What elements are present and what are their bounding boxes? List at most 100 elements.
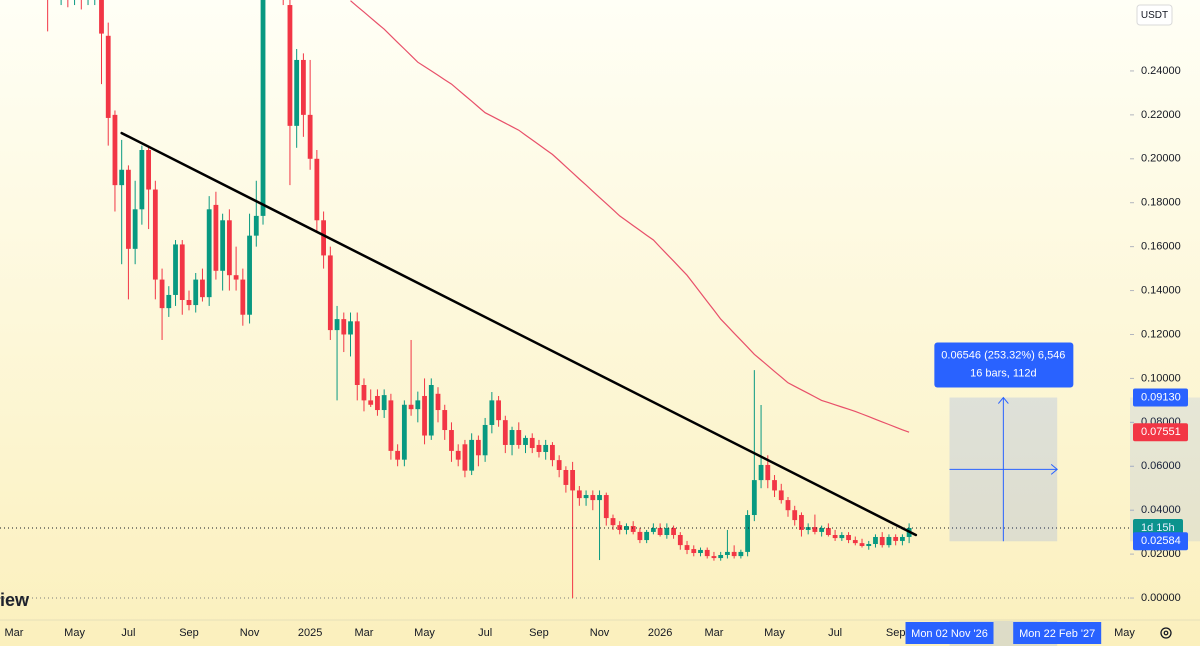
candle-body (307, 114, 313, 159)
y-tick-label: 0.12000 (1141, 328, 1181, 340)
x-tick-label: Sep (529, 627, 549, 639)
candle-body (630, 526, 636, 532)
candle-body (617, 525, 623, 530)
time-label-box (1013, 622, 1102, 644)
candle-body (206, 209, 212, 298)
y-tick-label: 0.04000 (1141, 504, 1181, 516)
y-tick-label: 0.06000 (1141, 460, 1181, 472)
candle-body (415, 400, 421, 410)
x-tick-label: Nov (240, 627, 260, 639)
candle-body (294, 59, 300, 126)
gear-outer (1160, 627, 1172, 639)
candle-body (112, 114, 118, 186)
y-tick-label: 0.22000 (1141, 109, 1181, 121)
candle-body (381, 395, 387, 411)
candle-body (664, 527, 670, 536)
time-label-box (905, 622, 994, 644)
plot-area: 0.06546 (253.32%) 6,546 16 bars, 112d (0, 0, 1130, 599)
candle-body (422, 395, 427, 436)
x-tick-label: Nov (590, 627, 610, 639)
candle-body (327, 255, 333, 331)
candle-body (900, 536, 905, 541)
candle-body (846, 535, 851, 541)
candle-body (711, 556, 717, 559)
candle-body (341, 319, 347, 335)
candle-body (536, 444, 542, 452)
candle-body (805, 527, 811, 530)
gear-inner (1163, 630, 1169, 636)
measure-tooltip (934, 342, 1074, 388)
candle-body (462, 444, 468, 471)
candle-body (698, 549, 703, 554)
candle-body (684, 545, 690, 550)
x-tick-label: May (414, 627, 435, 639)
candle-body (455, 450, 461, 460)
candle-body (893, 536, 899, 541)
candle-body (650, 527, 656, 532)
y-tick-label: 0.02000 (1141, 548, 1181, 560)
moving-average (350, 0, 910, 433)
candle-body (354, 321, 360, 386)
candle-body (765, 464, 771, 481)
price-range-highlight (1130, 397, 1200, 542)
x-tick-label: Jul (828, 627, 842, 639)
candle-body (516, 430, 522, 445)
candle-body (691, 549, 697, 554)
candle-body (603, 495, 609, 519)
candle-body (314, 158, 320, 221)
y-tick-label: 0.16000 (1141, 241, 1181, 253)
candle-body (99, 0, 104, 34)
candle-body (590, 495, 596, 501)
candle-body (368, 400, 374, 405)
candle-body (173, 244, 178, 295)
trendline (120, 131, 918, 537)
x-tick-label: Sep (179, 627, 199, 639)
price-label-box (1133, 388, 1188, 407)
candle-body (226, 220, 232, 276)
candle-body (731, 551, 737, 557)
candle-body (751, 480, 757, 516)
candle-body (825, 527, 831, 536)
candle-body (738, 551, 744, 557)
candle-body (408, 404, 414, 410)
candle-body (475, 439, 481, 456)
candle-body (442, 410, 448, 431)
y-tick-label: 0.24000 (1141, 65, 1181, 77)
candle-body (193, 279, 199, 306)
candle-body (677, 535, 683, 546)
candle-body (859, 543, 865, 546)
watermark: view (0, 590, 30, 610)
currency-box[interactable] (1136, 4, 1173, 26)
candle-body (671, 527, 676, 536)
candle-body (745, 515, 751, 552)
axes: 0.000000.020000.040000.060000.080000.100… (5, 65, 1200, 646)
settings-icon[interactable] (1160, 627, 1172, 639)
candle-body (873, 536, 878, 545)
candle-body (179, 244, 185, 301)
candle-body (220, 220, 226, 271)
candle-body (301, 59, 306, 115)
time-label: Mon 22 Feb '27 (1019, 628, 1095, 640)
price-label: 0.09130 (1141, 391, 1181, 403)
countdown: 1d 15h (1141, 522, 1175, 534)
candle-body (287, 5, 293, 126)
candle-body (563, 469, 569, 485)
candle-body (550, 444, 555, 461)
candle-body (644, 531, 650, 541)
y-tick-label: 0.18000 (1141, 197, 1181, 209)
candle-body (375, 395, 380, 411)
x-tick-label: Jul (478, 627, 492, 639)
candle-body (139, 150, 145, 210)
candle-body (637, 531, 643, 541)
candle-body (529, 437, 535, 449)
candle-body (819, 527, 825, 532)
candle-body (792, 510, 798, 521)
candle-body (718, 554, 724, 559)
candle-body (146, 150, 152, 190)
candle-body (778, 490, 784, 501)
x-tick-label: Mar (354, 627, 373, 639)
candle-body (200, 279, 205, 298)
candle-body (240, 279, 246, 315)
candle-body (523, 437, 528, 445)
